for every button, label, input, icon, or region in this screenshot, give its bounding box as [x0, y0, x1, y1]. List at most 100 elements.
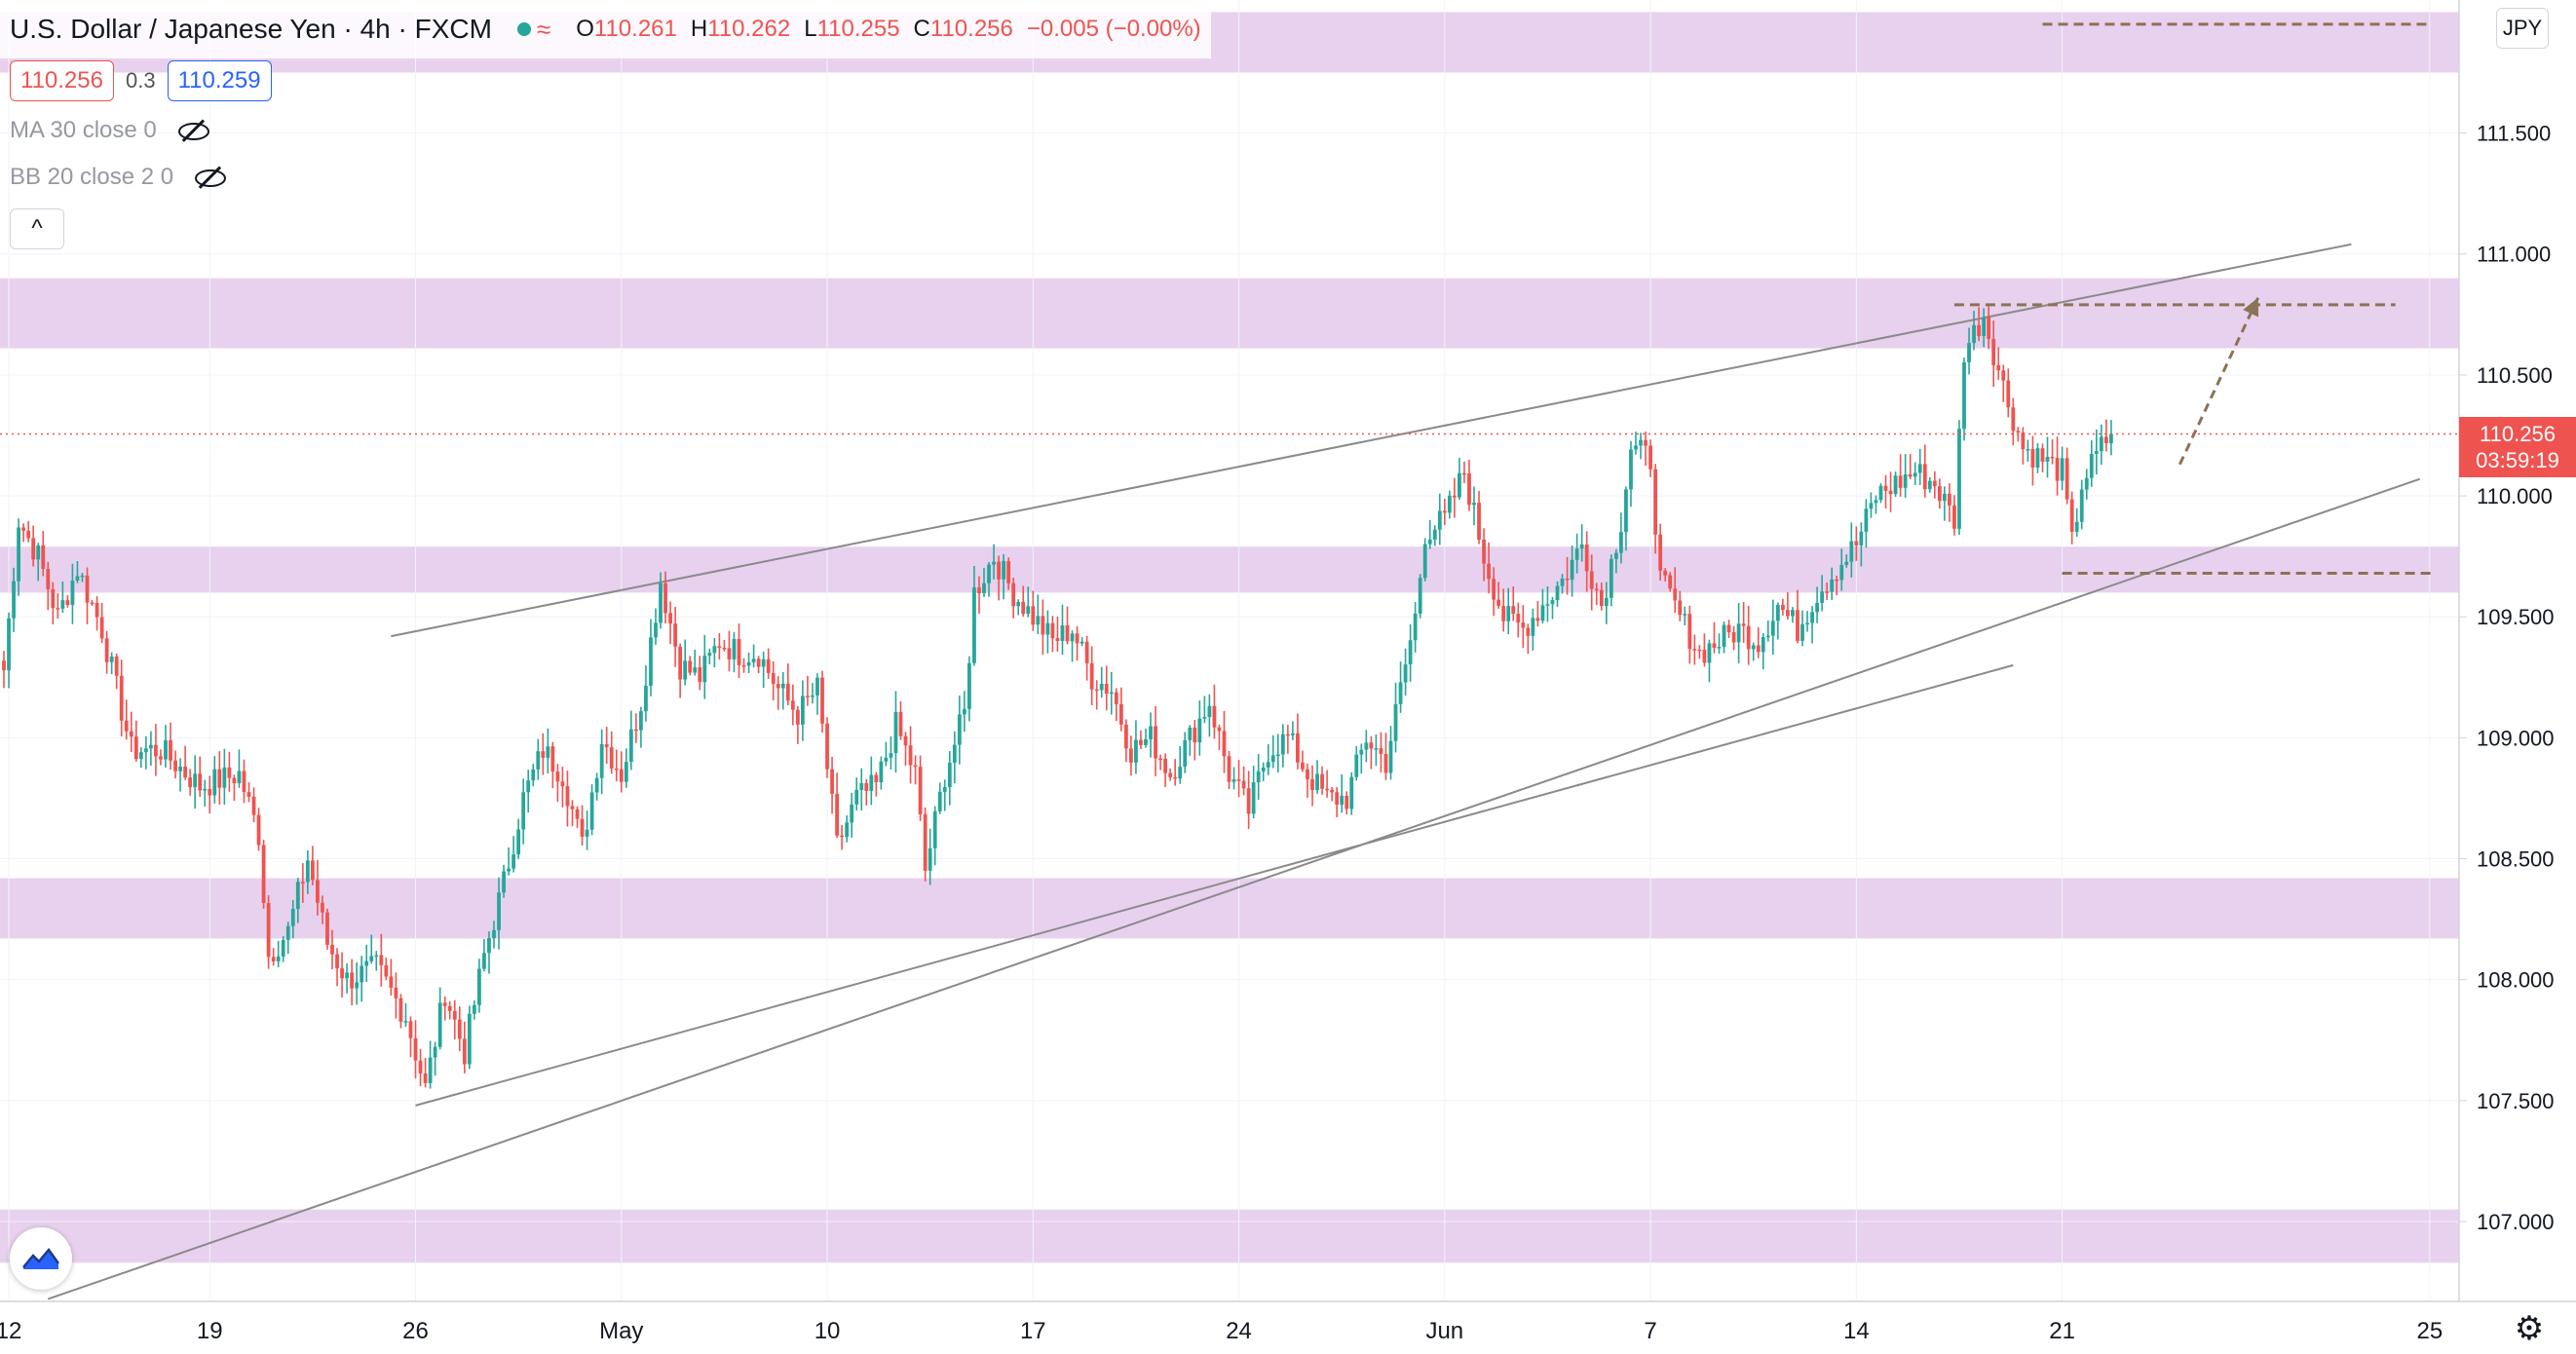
candle-body: [2050, 456, 2055, 459]
eye-off-icon[interactable]: [176, 118, 209, 143]
candle-body: [159, 756, 163, 760]
candle-body: [1521, 622, 1526, 628]
candle-body: [1060, 625, 1065, 642]
candle-body: [962, 708, 966, 715]
candle-body: [1805, 622, 1809, 624]
candle-body: [874, 774, 879, 783]
candle-body: [1266, 762, 1270, 768]
candle-body: [903, 735, 908, 746]
candle-body: [1403, 664, 1408, 683]
sell-button[interactable]: 110.256: [10, 60, 114, 101]
candle-body: [1888, 490, 1893, 495]
candle-body: [1207, 705, 1212, 718]
candle-body: [1065, 625, 1070, 642]
candle-body: [790, 700, 795, 710]
candle-body: [1472, 503, 1476, 506]
candle-body: [1379, 748, 1383, 755]
buy-button[interactable]: 110.259: [167, 60, 272, 101]
candle-body: [1496, 599, 1501, 607]
candle-body: [1359, 749, 1364, 755]
candle-body: [266, 903, 271, 958]
candle-body: [2026, 449, 2030, 451]
candle-body: [628, 729, 633, 763]
candle-body: [947, 763, 952, 788]
price-axis[interactable]: 107.000 107.500 108.000 108.500 109.000 109.5…: [2459, 122, 2555, 1234]
candle-body: [1055, 638, 1060, 642]
trendline: [47, 477, 2421, 1300]
resistance-zones: [0, 12, 2459, 1263]
candle-body: [659, 583, 663, 623]
currency-button[interactable]: JPY: [2496, 8, 2549, 49]
candle-body: [893, 711, 898, 754]
candle-body: [884, 757, 889, 762]
indicator-ma[interactable]: MA 30 close 0: [10, 117, 209, 144]
tradingview-logo[interactable]: [10, 1227, 72, 1290]
candle-body: [727, 648, 732, 659]
symbol-title[interactable]: U.S. Dollar / Japanese Yen · 4h · FXCM: [10, 14, 492, 45]
candle-body: [31, 538, 36, 560]
candle-body: [918, 767, 923, 814]
chevron-up-icon: ^: [31, 215, 43, 242]
candle-body: [85, 575, 90, 603]
candle-body: [1619, 532, 1623, 553]
indicator-bb[interactable]: BB 20 close 2 0: [10, 164, 227, 191]
time-axis[interactable]: 12 19 26 May 10 17 24 Jun 7 14 21 25: [0, 1318, 2443, 1344]
candle-body: [589, 792, 594, 830]
candle-body: [164, 739, 168, 760]
candle-body: [1345, 795, 1349, 809]
candle-body: [232, 777, 237, 784]
candle-body: [879, 761, 884, 783]
candle-body: [751, 658, 756, 662]
candle-body: [403, 1021, 408, 1023]
candle-body: [99, 617, 104, 639]
candle-body: [1791, 610, 1795, 617]
candle-body: [707, 653, 712, 657]
candle-body: [546, 746, 550, 758]
candle-body: [1256, 771, 1261, 783]
candle-body: [1011, 583, 1016, 607]
candle-body: [1942, 493, 1947, 502]
candle-body: [1158, 758, 1162, 760]
candle-body: [316, 880, 320, 903]
candle-body: [104, 638, 109, 662]
candle-body: [208, 788, 212, 796]
collapse-legend-button[interactable]: ^: [10, 208, 64, 249]
candle-body: [227, 767, 232, 778]
candle-body: [75, 576, 80, 582]
candle-body: [452, 1010, 457, 1020]
candle-body: [987, 564, 991, 583]
candle-body: [1330, 789, 1335, 793]
candle-body: [1080, 641, 1084, 644]
candle-body: [1070, 633, 1075, 642]
candle-body: [1952, 505, 1956, 529]
candle-body: [114, 656, 119, 676]
candle-body: [217, 769, 222, 788]
trendline: [415, 663, 2014, 1107]
candle-body: [261, 845, 266, 904]
candle-body: [1154, 726, 1157, 759]
candle-body: [644, 685, 648, 712]
candle-body: [1285, 733, 1290, 736]
candle-body: [21, 527, 26, 531]
candle-body: [1388, 740, 1393, 773]
candle-body: [570, 806, 575, 809]
x-tick-label: 7: [1644, 1318, 1656, 1344]
candle-body: [369, 956, 374, 961]
candle-body: [437, 1002, 442, 1047]
candle-body: [1854, 541, 1859, 545]
candle-body: [413, 1037, 418, 1061]
candle-body: [295, 882, 300, 910]
candle-body: [1173, 776, 1178, 779]
eye-off-icon[interactable]: [193, 165, 227, 190]
candle-body: [1634, 445, 1638, 450]
candle-body: [835, 793, 839, 836]
candle-body: [482, 953, 486, 969]
candle-body: [1217, 727, 1222, 732]
gear-icon[interactable]: ⚙: [2514, 1310, 2545, 1347]
candle-body: [1893, 475, 1898, 495]
candle-body: [1574, 548, 1579, 560]
candle-body: [756, 658, 761, 667]
candle-body: [1511, 606, 1516, 615]
candle-body: [1197, 718, 1202, 743]
